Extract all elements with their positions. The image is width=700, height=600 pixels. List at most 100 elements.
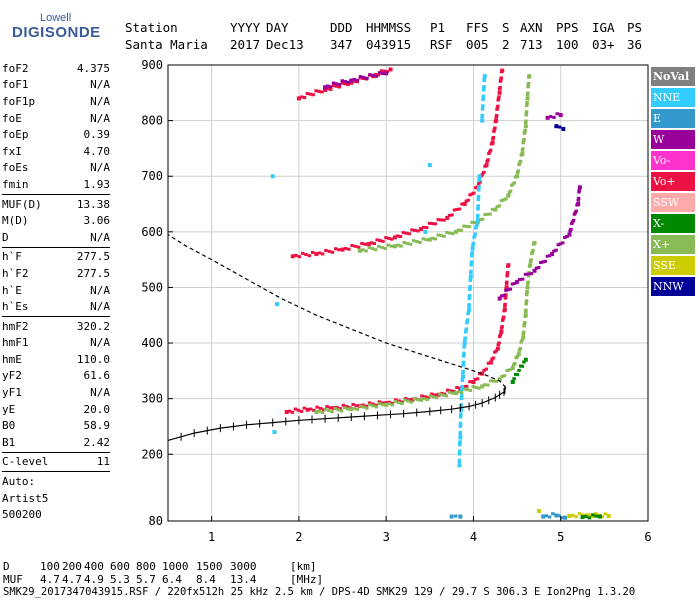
trace-fill-x- bbox=[430, 236, 435, 240]
trace-point-x- bbox=[497, 377, 502, 382]
trace-fill-nne bbox=[480, 113, 485, 117]
header-label-s: S bbox=[502, 20, 510, 35]
trace-fill-vo- bbox=[401, 231, 406, 235]
trace-fill-nne bbox=[482, 77, 487, 81]
trace-fill-nne bbox=[458, 421, 463, 425]
trace-fill-vo- bbox=[460, 202, 464, 206]
trace-fill-vo- bbox=[304, 253, 308, 257]
trace-fill-w bbox=[541, 260, 545, 264]
trace-fill-vo- bbox=[397, 399, 401, 403]
trace-point-vo- bbox=[366, 242, 371, 247]
trace-fill-w bbox=[523, 272, 528, 276]
trace-fill-x- bbox=[523, 128, 527, 132]
parameter-row: yE 20.0 bbox=[2, 401, 110, 418]
plot-frame bbox=[167, 64, 649, 522]
trace-point-w bbox=[323, 85, 328, 90]
trace-point-w bbox=[384, 71, 389, 76]
trace-fill-x- bbox=[526, 81, 531, 85]
trace-fill-vo- bbox=[376, 73, 381, 77]
trace-fill-vo- bbox=[486, 158, 490, 162]
parameter-name: M(D) bbox=[2, 214, 29, 228]
parameter-row: fmin 1.93 bbox=[2, 176, 110, 193]
trace-point-x- bbox=[521, 335, 526, 340]
trace-fill-vo- bbox=[320, 252, 325, 256]
trace-fill-w bbox=[510, 282, 515, 286]
trace-point-vo- bbox=[499, 329, 504, 334]
parameter-value: 58.9 bbox=[83, 419, 111, 433]
trace-fill-x- bbox=[521, 332, 526, 336]
trace-fill-x- bbox=[519, 340, 523, 344]
trace-fill-w bbox=[552, 115, 556, 119]
parameter-row: hmF2 320.2 bbox=[2, 318, 110, 335]
header-value-axn: 713 bbox=[520, 37, 543, 52]
trace-fill-nne bbox=[470, 251, 474, 255]
trace-fill-nne bbox=[472, 235, 476, 239]
trace-point-vo- bbox=[419, 227, 424, 232]
trace-fill-vo- bbox=[484, 367, 489, 371]
trace-fill-x- bbox=[470, 220, 474, 224]
trace-fill-sse bbox=[600, 515, 604, 519]
parameter-value: N/A bbox=[90, 111, 110, 125]
trace-fill-x- bbox=[320, 410, 325, 414]
trace-fill-vo- bbox=[290, 410, 295, 414]
trace-fill-vo- bbox=[311, 93, 315, 97]
trace-fill-w bbox=[539, 261, 543, 264]
trace-point-vo- bbox=[462, 202, 467, 207]
trace-point-x- bbox=[493, 207, 498, 212]
trace-fill-vo- bbox=[468, 380, 472, 384]
trace-fill-x- bbox=[504, 197, 508, 201]
x-tick-label: 4 bbox=[470, 530, 477, 544]
y-tick-label: 300 bbox=[141, 392, 163, 406]
header-label-hhmmss: HHMMSS bbox=[366, 20, 412, 35]
parameter-name: 500200 bbox=[2, 508, 42, 522]
trace-fill-e bbox=[454, 514, 458, 518]
footer-muf-value: 8.4 bbox=[196, 573, 216, 586]
trace-fill-w bbox=[548, 115, 553, 119]
trace-fill-vo- bbox=[328, 406, 333, 410]
parameter-value: N/A bbox=[90, 161, 110, 175]
trace-fill-nne bbox=[481, 104, 485, 108]
trace-fill-nne bbox=[460, 378, 465, 382]
trace-point-x- bbox=[454, 391, 458, 396]
trace-fill-x- bbox=[386, 243, 391, 247]
trace-fill-vo- bbox=[433, 393, 437, 397]
trace-point-sse bbox=[567, 513, 572, 518]
trace-fill-x- bbox=[373, 248, 378, 252]
trace-fill-vo- bbox=[430, 222, 435, 226]
trace-point-x- bbox=[358, 248, 362, 253]
trace-fill-w bbox=[355, 78, 360, 82]
trace-fill-x- bbox=[390, 403, 395, 407]
trace-fill-nne bbox=[474, 226, 478, 230]
trace-fill-vo- bbox=[501, 317, 505, 321]
legend-item-noval: NoVal bbox=[651, 67, 695, 86]
trace-fill-vo- bbox=[504, 293, 508, 297]
trace-fill-vo- bbox=[475, 377, 480, 381]
profile-topside-curve bbox=[167, 234, 507, 388]
trace-fill-nne bbox=[464, 327, 469, 331]
trace-point-x- bbox=[515, 174, 520, 179]
parameter-value: 277.5 bbox=[76, 250, 110, 264]
trace-point-nnw bbox=[561, 126, 566, 131]
trace-fill-w bbox=[381, 71, 385, 75]
trace-fill-vo- bbox=[477, 182, 481, 186]
trace-fill-vo- bbox=[305, 92, 310, 96]
trace-fill-x- bbox=[387, 402, 391, 406]
trace-fill-vo- bbox=[354, 404, 359, 408]
header-value-ffs: 005 bbox=[466, 37, 489, 52]
header-label-ps: PS bbox=[627, 20, 643, 35]
parameter-value: N/A bbox=[90, 336, 110, 350]
trace-fill-x- bbox=[364, 249, 368, 253]
trace-fill-nne bbox=[468, 284, 472, 288]
trace-fill-x- bbox=[352, 406, 356, 410]
trace-point-vo- bbox=[494, 118, 499, 123]
trace-fill-e bbox=[551, 512, 555, 516]
trace-fill-nne bbox=[476, 194, 481, 198]
trace-fill-x- bbox=[424, 238, 429, 242]
trace-fill-w bbox=[573, 211, 578, 215]
trace-point-vo- bbox=[504, 285, 509, 290]
trace-fill-x- bbox=[488, 212, 492, 216]
trace-fill-w bbox=[358, 75, 363, 79]
trace-point-vo- bbox=[488, 360, 493, 365]
trace-fill-vo- bbox=[473, 377, 478, 381]
trace-fill-vo- bbox=[420, 394, 424, 398]
